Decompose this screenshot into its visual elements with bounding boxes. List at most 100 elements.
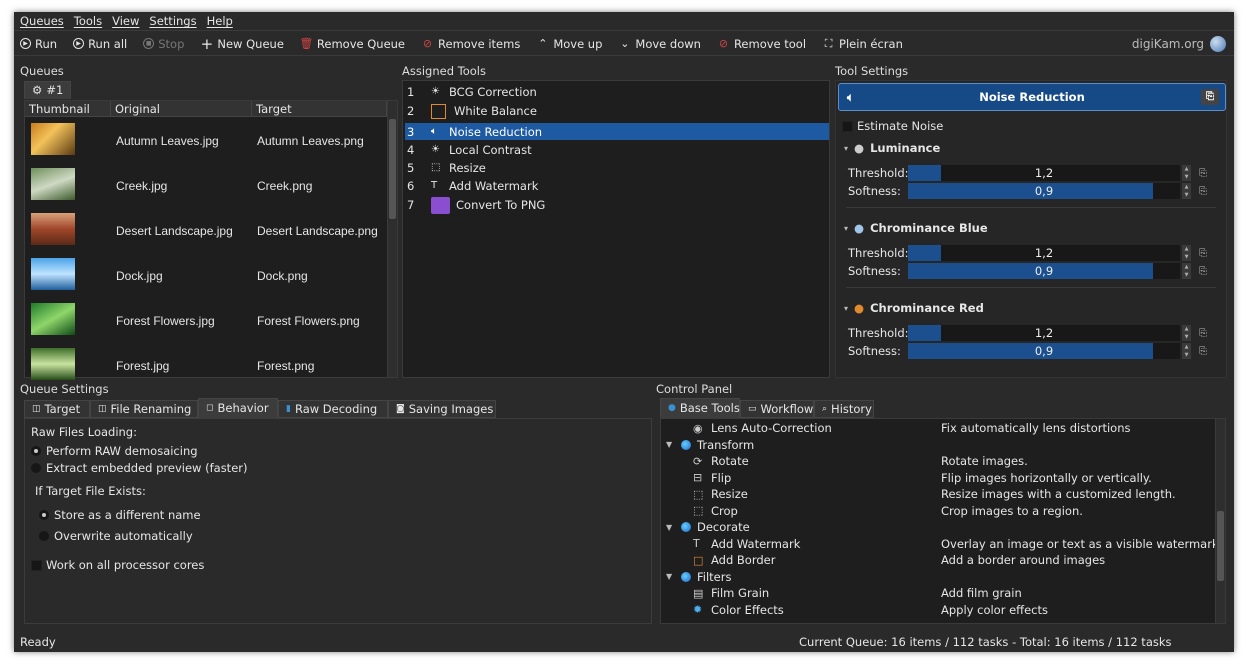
reset-icon[interactable]: ⎘ <box>1199 327 1207 339</box>
reset-icon[interactable]: ⎘ <box>1199 185 1207 197</box>
queue-scrollbar[interactable] <box>387 101 397 377</box>
remove-tool-button[interactable]: ⊘ Remove tool <box>717 37 806 51</box>
radio-store-different[interactable]: Store as a different name <box>39 508 201 522</box>
all-cores-checkbox[interactable]: Work on all processor cores <box>31 558 204 572</box>
tool-group[interactable]: ▼ Transform <box>661 437 1213 453</box>
move-up-button[interactable]: ⌃ Move up <box>536 37 602 51</box>
tool-group[interactable]: ▼ Decorate <box>661 519 1213 535</box>
menu-tools[interactable]: Tools <box>73 14 103 28</box>
menu-view[interactable]: View <box>112 14 140 28</box>
threshold-value: 1,2 <box>1034 326 1054 340</box>
play-icon: ▶ <box>20 38 31 49</box>
softness-slider[interactable]: 0,9 <box>908 183 1180 199</box>
tab-behavior[interactable]: ◻ Behavior <box>198 398 278 418</box>
tool-item[interactable]: ⟳ Rotate Rotate images. <box>661 453 1213 469</box>
tool-tree-scrollbar[interactable] <box>1215 419 1225 623</box>
tool-item[interactable]: T Add Watermark Overlay an image or text a… <box>661 536 1219 552</box>
tab-saving-images[interactable]: ◙ Saving Images <box>388 400 496 418</box>
radio-embedded-preview[interactable]: Extract embedded preview (faster) <box>31 461 248 475</box>
spin-buttons[interactable]: ▲ ▼ <box>1182 263 1191 279</box>
tool-name: Add Watermark <box>711 536 801 551</box>
original-name: Creek.jpg <box>116 179 168 193</box>
section-header[interactable]: ▾ ● Chrominance Red <box>844 301 984 315</box>
queue-row[interactable]: Forest.jpg Forest.png <box>29 344 389 389</box>
col-original[interactable]: Original <box>111 101 252 116</box>
queue-row[interactable]: Forest Flowers.jpg Forest Flowers.png <box>29 299 389 344</box>
add-border-icon: □ <box>693 553 704 567</box>
assigned-tool-row[interactable]: 1 ☀ BCG Correction <box>405 83 829 100</box>
reset-settings-button[interactable]: ⎘ <box>1201 89 1219 105</box>
menu-queues[interactable]: Queues <box>20 14 64 28</box>
queue-tab-1[interactable]: ⚙ #1 <box>24 81 72 99</box>
spin-buttons[interactable]: ▲ ▼ <box>1182 325 1191 341</box>
threshold-slider[interactable]: 1,2 <box>908 245 1180 261</box>
spin-buttons[interactable]: ▲ ▼ <box>1182 343 1191 359</box>
original-name: Autumn Leaves.jpg <box>116 134 219 148</box>
assigned-tool-row[interactable]: 4 ☀ Local Contrast <box>405 141 829 158</box>
tab-raw-decoding[interactable]: ▮ Raw Decoding <box>278 400 388 418</box>
run-all-button[interactable]: ▶ Run all <box>73 37 127 51</box>
reset-icon[interactable]: ⎘ <box>1199 167 1207 179</box>
new-queue-button[interactable]: + New Queue <box>200 35 284 53</box>
save-icon: ◙ <box>396 404 405 414</box>
tab-label: Target <box>44 402 81 416</box>
tool-item[interactable]: ◉ Lens Auto-Correction Fix automatically l… <box>661 420 1213 436</box>
reset-icon[interactable]: ⎘ <box>1199 247 1207 259</box>
tab-base-tools[interactable]: ● Base Tools <box>660 398 740 418</box>
section-header[interactable]: ▾ ● Luminance <box>844 141 940 155</box>
assigned-tool-row[interactable]: 6 T Add Watermark <box>405 177 829 194</box>
tab-target[interactable]: ◫ Target <box>24 400 90 418</box>
radio-raw-demosaicing[interactable]: Perform RAW demosaicing <box>31 444 198 458</box>
reset-icon[interactable]: ⎘ <box>1199 345 1207 357</box>
remove-items-button[interactable]: ⊘ Remove items <box>421 37 520 51</box>
menu-help[interactable]: Help <box>206 14 233 28</box>
reset-icon[interactable]: ⎘ <box>1199 265 1207 277</box>
tool-item[interactable]: ⊟ Flip Flip images horizontally or vertica… <box>661 470 1213 486</box>
expand-icon: ▼ <box>666 572 673 581</box>
tool-item[interactable]: ⬚ Crop Crop images to a region. <box>661 503 1213 519</box>
original-name: Forest.jpg <box>116 359 170 373</box>
section-header[interactable]: ▾ ● Chrominance Blue <box>844 221 988 235</box>
scroll-thumb[interactable] <box>1217 511 1224 581</box>
target-exists-label: If Target File Exists: <box>35 484 146 498</box>
menu-settings[interactable]: Settings <box>149 14 197 28</box>
tool-item[interactable]: ✹ Color Effects Apply color effects <box>661 602 1213 618</box>
assigned-tool-row[interactable]: 3 🔈︎ Noise Reduction <box>405 123 829 140</box>
fullscreen-button[interactable]: ⛶ Plein écran <box>822 37 903 51</box>
tool-item[interactable]: ▤ Film Grain Add film grain <box>661 585 1213 601</box>
col-thumbnail[interactable]: Thumbnail <box>25 101 111 116</box>
queue-row[interactable]: Autumn Leaves.jpg Autumn Leaves.png <box>29 119 389 164</box>
threshold-slider-row: Threshold: 1,2 ▲ ▼ ⎘ <box>848 245 1218 261</box>
tool-item[interactable]: □ Add Border Add a border around images <box>661 552 1213 568</box>
scroll-thumb[interactable] <box>389 119 396 219</box>
stop-button[interactable]: ■ Stop <box>143 37 184 51</box>
estimate-noise-checkbox[interactable]: Estimate Noise <box>842 119 943 133</box>
assigned-tool-row[interactable]: 7 Convert To PNG <box>405 195 829 215</box>
queue-row[interactable]: Desert Landscape.jpg Desert Landscape.png <box>29 209 389 254</box>
tool-group[interactable]: ▼ Filters <box>661 569 1213 585</box>
move-down-button[interactable]: ⌄ Move down <box>618 37 701 51</box>
assigned-tool-row[interactable]: 2 White Balance <box>405 101 829 121</box>
radio-overwrite[interactable]: Overwrite automatically <box>39 529 193 543</box>
queue-row[interactable]: Dock.jpg Dock.png <box>29 254 389 299</box>
threshold-slider[interactable]: 1,2 <box>908 165 1180 181</box>
tab-workflow[interactable]: ▭ Workflow <box>740 400 814 418</box>
brand[interactable]: digiKam.org <box>1132 36 1226 52</box>
spin-buttons[interactable]: ▲ ▼ <box>1182 165 1191 181</box>
tab-file-renaming[interactable]: ◫ File Renaming <box>90 400 198 418</box>
tab-history[interactable]: ⌕ History <box>814 400 874 418</box>
run-button[interactable]: ▶ Run <box>20 37 57 51</box>
col-target[interactable]: Target <box>252 101 387 116</box>
softness-slider[interactable]: 0,9 <box>908 343 1180 359</box>
spin-buttons[interactable]: ▲ ▼ <box>1182 183 1191 199</box>
threshold-slider[interactable]: 1,2 <box>908 325 1180 341</box>
assigned-tool-row[interactable]: 5 ⬚ Resize <box>405 159 829 176</box>
tool-item[interactable]: ⬚ Resize Resize images with a customized l… <box>661 486 1213 502</box>
play-icon: ▶ <box>73 38 85 49</box>
remove-items-label: Remove items <box>438 36 521 51</box>
spin-buttons[interactable]: ▲ ▼ <box>1182 245 1191 261</box>
remove-queue-button[interactable]: 🗑︎ Remove Queue <box>299 37 405 51</box>
queue-row[interactable]: Creek.jpg Creek.png <box>29 164 389 209</box>
softness-slider[interactable]: 0,9 <box>908 263 1180 279</box>
digikam-logo-icon <box>1210 36 1226 52</box>
